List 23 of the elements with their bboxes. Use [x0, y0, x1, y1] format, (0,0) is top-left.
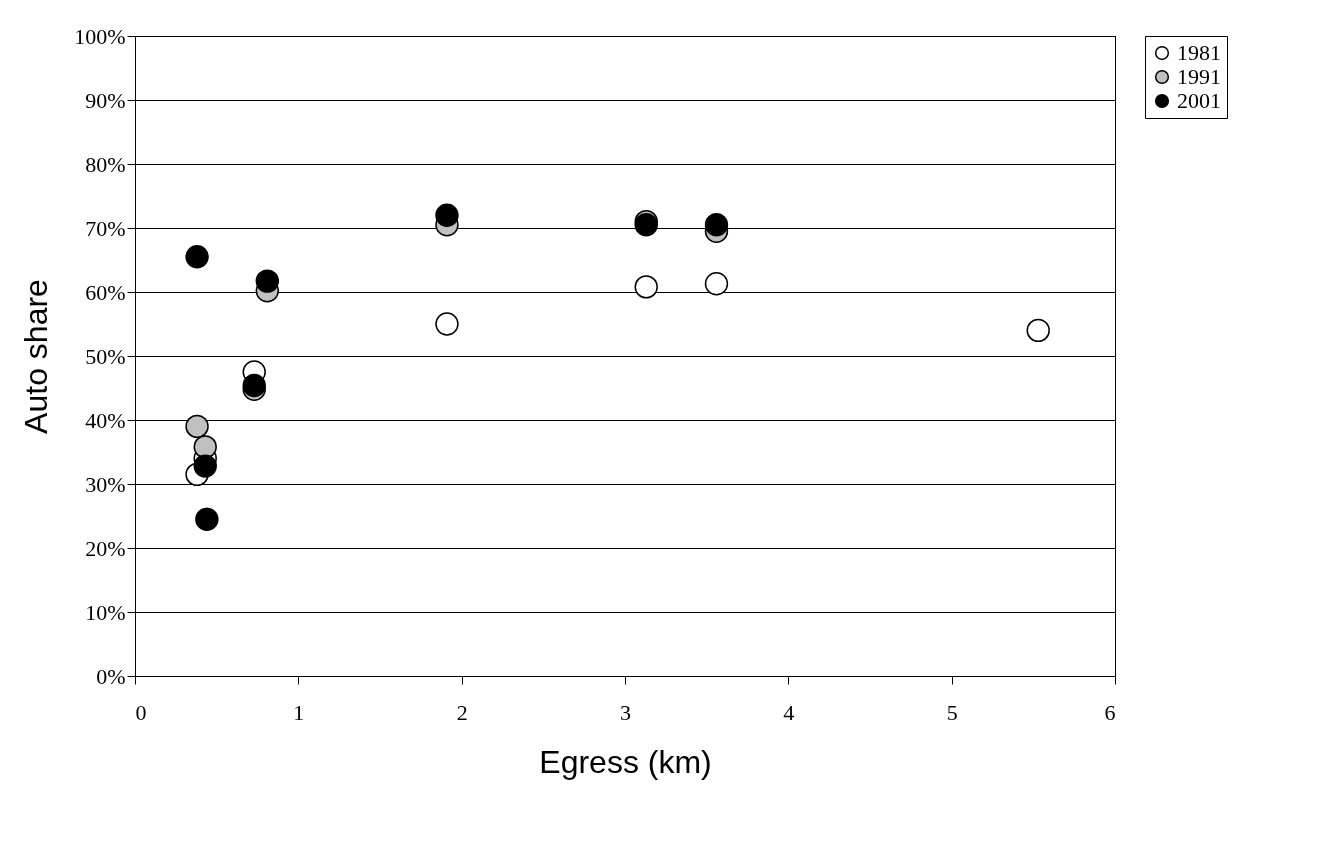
legend-label: 1991 — [1177, 64, 1221, 89]
x-tick-label: 5 — [946, 699, 958, 725]
x-tick-label: 6 — [1104, 699, 1116, 725]
x-tick-label: 3 — [620, 699, 631, 725]
x-tick-label: 4 — [783, 699, 795, 725]
y-tick-label: 20% — [85, 535, 126, 561]
legend-label: 1981 — [1177, 40, 1221, 65]
x-tick-label: 1 — [293, 699, 305, 725]
y-tick-label: 30% — [85, 471, 126, 497]
y-tick-label: 100% — [74, 23, 126, 49]
y-tick-label: 70% — [85, 215, 126, 241]
y-tick-label: 80% — [85, 151, 126, 177]
y-tick-label: 0% — [96, 663, 126, 689]
x-axis-title: Egress (km) — [539, 743, 712, 780]
y-axis-title: Auto share — [18, 279, 55, 434]
y-tick-label: 40% — [85, 407, 126, 433]
y-tick-label: 90% — [85, 87, 126, 113]
y-tick-label: 50% — [85, 343, 126, 369]
x-tick-label: 0 — [135, 699, 147, 725]
x-tick-label: 2 — [456, 699, 468, 725]
y-tick-label: 10% — [85, 599, 126, 625]
y-tick-label: 60% — [85, 279, 126, 305]
legend-label: 2001 — [1177, 88, 1221, 113]
